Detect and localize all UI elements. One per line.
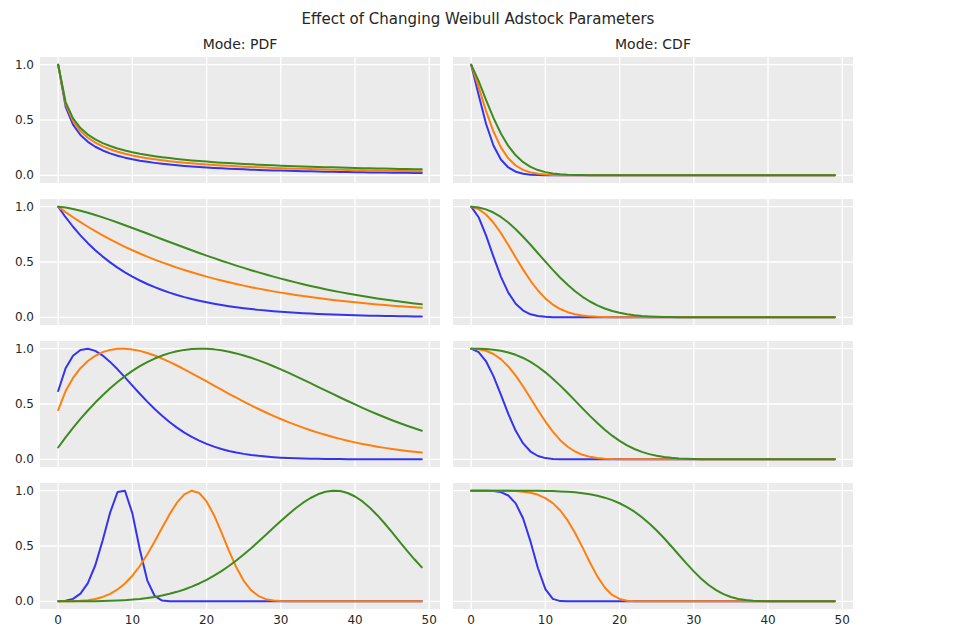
x-tick-label: 0 [38,613,78,627]
series-line-scale-10 [58,65,422,173]
x-tick-label: 40 [748,613,788,627]
y-tick-label: 1.0 [0,200,34,214]
subplot-pdf-row2 [40,199,440,325]
subplot-pdf-row1 [40,57,440,183]
column-title-pdf: Mode: PDF [40,36,440,54]
weibull-adstock-figure: Effect of Changing Weibull Adstock Param… [0,0,960,640]
plot-canvas [453,57,853,183]
x-tick-label: 50 [822,613,862,627]
x-tick-label: 40 [335,613,375,627]
y-tick-label: 0.0 [0,594,34,608]
x-tick-label: 10 [525,613,565,627]
plot-canvas [453,199,853,325]
subplot-cdf-row2 [453,199,853,325]
plot-canvas [453,483,853,609]
y-tick-label: 1.0 [0,342,34,356]
plot-canvas [40,483,440,609]
figure-suptitle: Effect of Changing Weibull Adstock Param… [0,10,956,28]
x-tick-label: 30 [674,613,714,627]
subplot-pdf-row4 [40,483,440,609]
plot-canvas [40,57,440,183]
subplot-cdf-row3 [453,341,853,467]
x-tick-label: 0 [451,613,491,627]
x-tick-label: 10 [112,613,152,627]
series-line-scale-20 [58,65,422,172]
y-tick-label: 0.5 [0,113,34,127]
y-tick-label: 0.0 [0,168,34,182]
y-tick-label: 0.0 [0,310,34,324]
plot-canvas [40,199,440,325]
plot-canvas [40,341,440,467]
series-line-scale-40 [58,207,422,305]
plot-canvas [453,341,853,467]
x-tick-label: 30 [261,613,301,627]
x-tick-label: 20 [187,613,227,627]
y-tick-label: 0.5 [0,539,34,553]
x-tick-label: 20 [600,613,640,627]
y-tick-label: 0.5 [0,255,34,269]
y-tick-label: 0.0 [0,452,34,466]
column-title-cdf: Mode: CDF [453,36,853,54]
subplot-pdf-row3 [40,341,440,467]
y-tick-label: 0.5 [0,397,34,411]
y-tick-label: 1.0 [0,484,34,498]
x-tick-label: 50 [409,613,449,627]
subplot-cdf-row4 [453,483,853,609]
y-tick-label: 1.0 [0,58,34,72]
subplot-cdf-row1 [453,57,853,183]
